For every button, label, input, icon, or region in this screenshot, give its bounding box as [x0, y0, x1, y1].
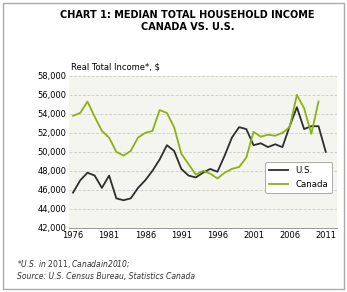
U.S.	[158, 158, 162, 161]
U.S.	[143, 179, 147, 182]
U.S.	[244, 127, 248, 131]
U.S.	[165, 143, 169, 147]
Canada	[165, 111, 169, 115]
U.S.	[237, 126, 241, 129]
U.S.	[252, 143, 256, 147]
Canada	[309, 132, 313, 135]
Canada	[237, 165, 241, 169]
U.S.	[259, 142, 263, 145]
Canada	[288, 126, 292, 129]
Canada	[302, 107, 306, 110]
Canada	[85, 100, 90, 103]
U.S.	[302, 127, 306, 131]
Text: Real Total Income*, $: Real Total Income*, $	[71, 62, 160, 72]
U.S.	[114, 197, 118, 200]
Canada	[71, 114, 75, 118]
Text: CHART 1: MEDIAN TOTAL HOUSEHOLD INCOME: CHART 1: MEDIAN TOTAL HOUSEHOLD INCOME	[60, 10, 315, 20]
U.S.	[280, 145, 285, 149]
Canada	[150, 129, 154, 133]
Canada	[186, 162, 191, 166]
Canada	[136, 136, 140, 139]
Canada	[222, 171, 227, 175]
Legend: U.S., Canada: U.S., Canada	[265, 162, 332, 193]
U.S.	[215, 170, 220, 173]
Canada	[295, 93, 299, 97]
U.S.	[266, 145, 270, 149]
U.S.	[107, 174, 111, 177]
U.S.	[136, 186, 140, 190]
U.S.	[93, 174, 97, 177]
U.S.	[208, 167, 212, 171]
U.S.	[324, 150, 328, 154]
Line: U.S.: U.S.	[73, 107, 326, 200]
Canada	[78, 111, 82, 115]
Canada	[259, 135, 263, 138]
Canada	[158, 108, 162, 112]
Canada	[100, 129, 104, 133]
U.S.	[129, 197, 133, 200]
U.S.	[71, 191, 75, 194]
Text: *U.S. in $2011, Canada in $2010;
Source: U.S. Census Bureau, Statistics Canada: *U.S. in $2011, Canada in $2010; Source:…	[17, 258, 195, 281]
Canada	[201, 169, 205, 173]
Canada	[121, 154, 126, 157]
U.S.	[150, 169, 154, 173]
Canada	[252, 130, 256, 134]
U.S.	[194, 176, 198, 179]
U.S.	[100, 186, 104, 190]
Canada	[280, 131, 285, 135]
Canada	[179, 152, 184, 155]
U.S.	[121, 199, 126, 202]
Canada	[266, 133, 270, 137]
Canada	[172, 126, 176, 129]
U.S.	[85, 171, 90, 175]
U.S.	[273, 142, 277, 146]
Canada	[208, 172, 212, 175]
U.S.	[172, 149, 176, 153]
Canada	[230, 167, 234, 171]
U.S.	[230, 136, 234, 139]
U.S.	[288, 124, 292, 128]
U.S.	[295, 105, 299, 109]
Canada	[194, 173, 198, 176]
U.S.	[179, 167, 184, 171]
Canada	[143, 131, 147, 135]
Line: Canada: Canada	[73, 95, 319, 178]
Canada	[215, 177, 220, 180]
U.S.	[309, 124, 313, 128]
Canada	[129, 149, 133, 153]
Canada	[316, 100, 321, 103]
Canada	[114, 150, 118, 154]
Canada	[93, 115, 97, 119]
U.S.	[78, 179, 82, 182]
U.S.	[222, 154, 227, 157]
U.S.	[201, 171, 205, 175]
U.S.	[186, 174, 191, 177]
Text: CANADA VS. U.S.: CANADA VS. U.S.	[141, 22, 234, 32]
Canada	[273, 134, 277, 138]
Canada	[244, 156, 248, 159]
U.S.	[316, 124, 321, 128]
Canada	[107, 136, 111, 139]
